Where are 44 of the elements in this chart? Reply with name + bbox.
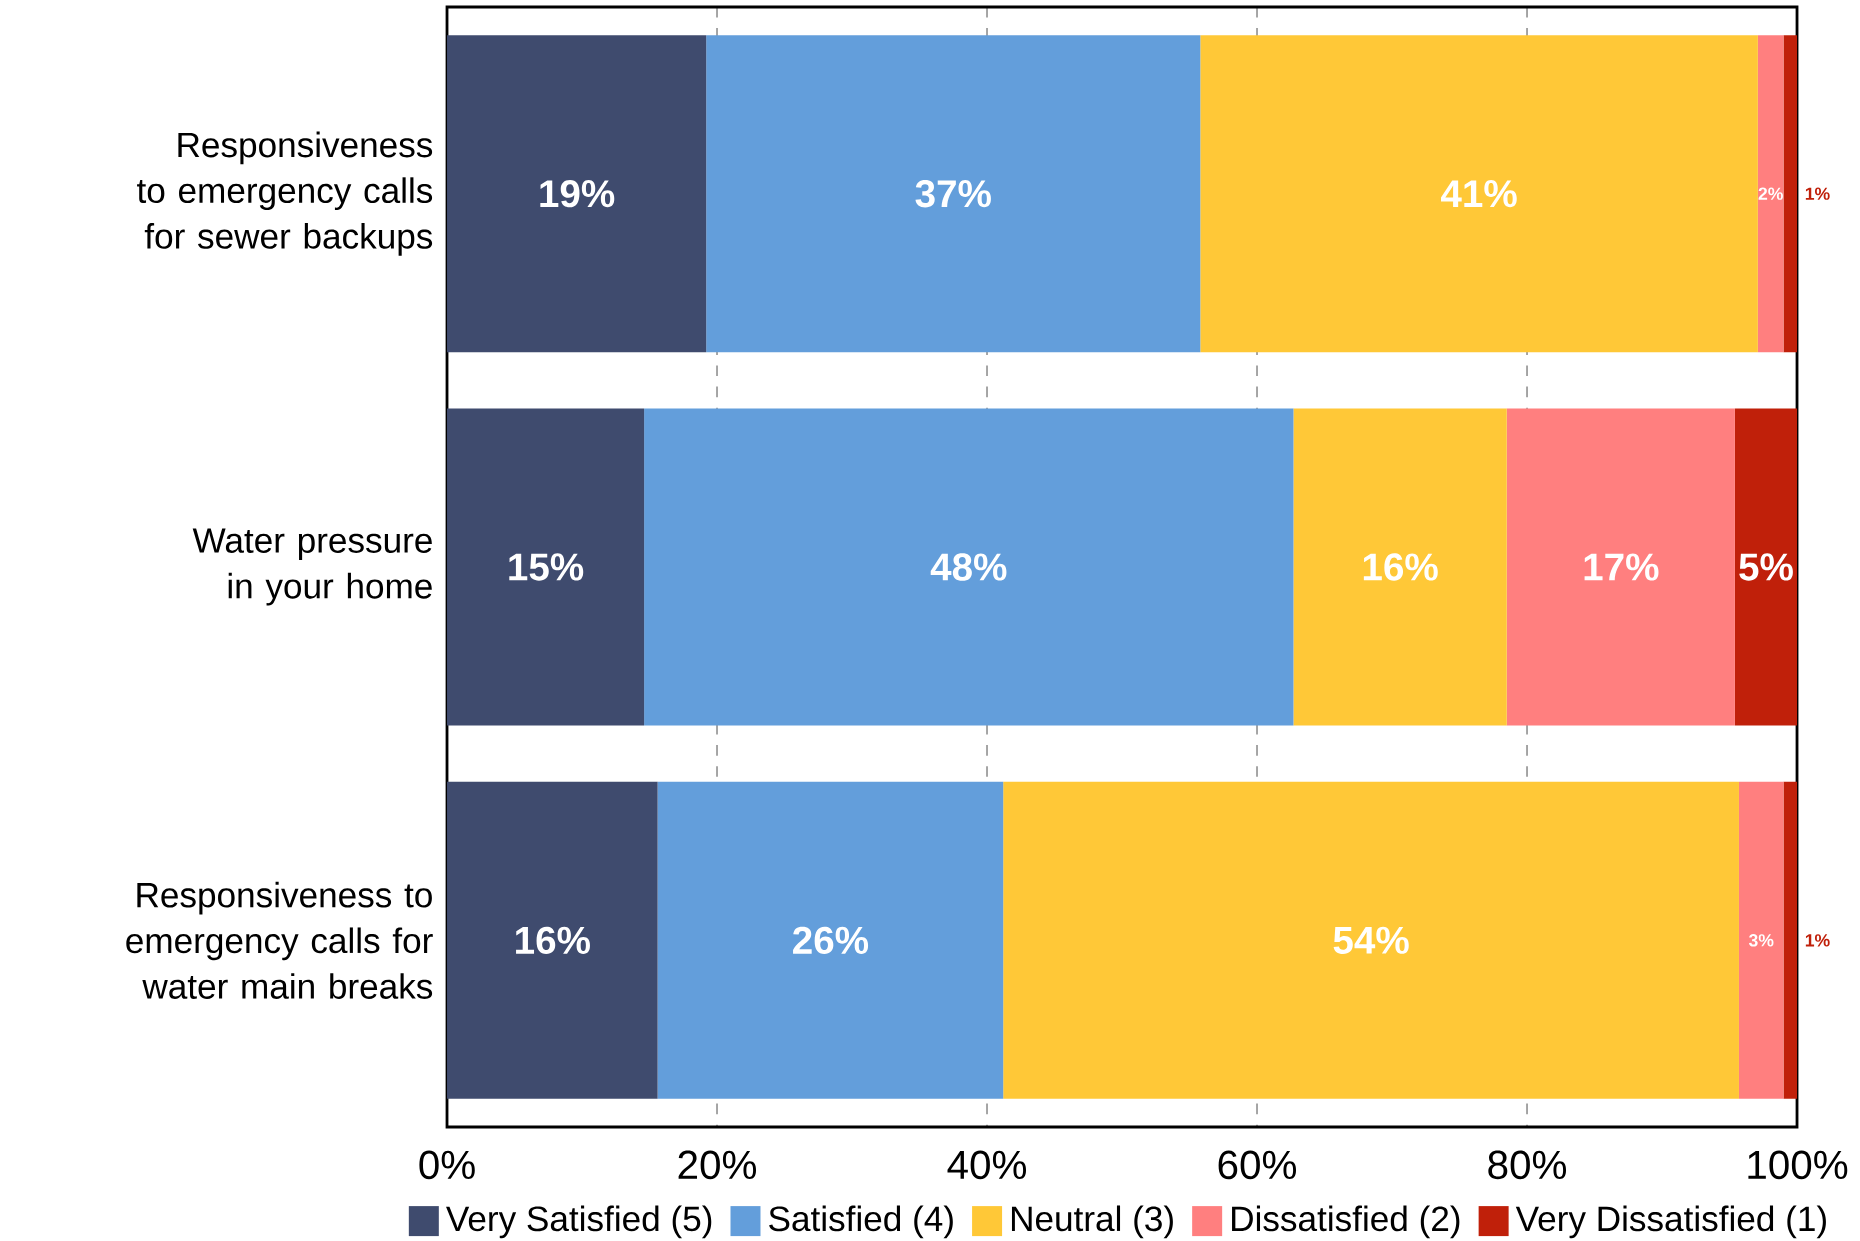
y-tick-label: Responsiveness to emergency calls for water main breaks <box>126 881 433 999</box>
bar <box>1200 35 1758 353</box>
data-label: 1% <box>1805 187 1830 200</box>
bar <box>1734 408 1798 726</box>
bar <box>1003 781 1739 1099</box>
bar <box>657 781 1004 1099</box>
data-label: 41% <box>1441 180 1517 208</box>
data-label: 3% <box>1748 934 1774 947</box>
x-tick-label: 80% <box>1488 1150 1567 1180</box>
y-tick-label: Water pressure in your home <box>192 528 432 606</box>
bar <box>447 781 658 1099</box>
bar <box>1738 781 1784 1099</box>
data-label: 1% <box>1805 934 1830 947</box>
data-label: 37% <box>915 179 991 208</box>
bar <box>447 35 707 353</box>
bar <box>447 408 645 726</box>
bar <box>1506 408 1735 726</box>
bar <box>644 408 1294 726</box>
x-tick-label: 40% <box>947 1150 1027 1180</box>
x-tick-label: 100% <box>1748 1150 1848 1180</box>
data-label: 15% <box>509 553 584 581</box>
bar <box>1783 781 1798 1099</box>
data-label: 16% <box>516 926 590 955</box>
data-label: 48% <box>930 553 1007 581</box>
x-tick-label: 20% <box>678 1150 757 1180</box>
data-label: 5% <box>1739 553 1793 581</box>
legend-label: Dissatisfied (2) <box>1232 1205 1460 1239</box>
bar <box>1783 35 1798 353</box>
legend-label: Neutral (3) <box>1011 1205 1173 1239</box>
data-label: 54% <box>1333 926 1409 954</box>
y-tick-label: Responsiveness to emergency calls for sewer backups <box>137 131 433 256</box>
data-label: 26% <box>793 926 869 955</box>
legend-label: Very Dissatisfied (1) <box>1515 1205 1826 1239</box>
data-label: 16% <box>1363 553 1438 581</box>
data-label: 17% <box>1584 553 1659 581</box>
x-tick-label: 60% <box>1218 1150 1297 1180</box>
bar <box>706 35 1201 353</box>
legend-label: Very Satisfied (5) <box>446 1205 712 1239</box>
bar <box>1757 35 1784 353</box>
data-label: 2% <box>1758 187 1783 200</box>
data-label: 19% <box>540 180 615 208</box>
x-tick-label: 0% <box>419 1150 475 1180</box>
bar <box>1293 408 1507 726</box>
legend-label: Satisfied (4) <box>769 1205 953 1239</box>
